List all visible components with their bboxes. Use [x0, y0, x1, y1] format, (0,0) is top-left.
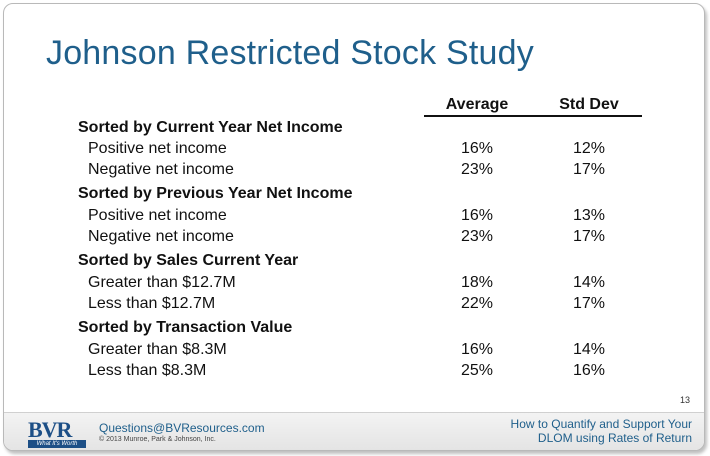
footer-title-line-1: How to Quantify and Support Your [510, 417, 692, 431]
logo-letters: BVR [28, 417, 72, 442]
std-dev-cell: 14% [572, 341, 606, 358]
footer-presentation-title: How to Quantify and Support Your DLOM us… [511, 417, 692, 445]
average-cell: 16% [460, 341, 494, 358]
footer-title-line-2: DLOM using Rates of Return [537, 431, 692, 445]
row-label: Negative net income [88, 228, 234, 245]
average-cell: 25% [460, 362, 494, 379]
std-dev-cell: 16% [572, 362, 606, 379]
section-title: Sorted by Sales Current Year [78, 252, 299, 269]
column-header-std-dev: Std Dev [559, 96, 619, 113]
slide-title: Johnson Restricted Stock Study [46, 34, 534, 72]
std-dev-cell: 17% [572, 161, 606, 178]
logo-tagline: What It's Worth [28, 440, 86, 448]
std-dev-cell: 12% [572, 140, 606, 157]
row-label: Less than $12.7M [88, 295, 216, 312]
row-label: Positive net income [88, 207, 227, 224]
average-cell: 18% [460, 274, 494, 291]
page-number: 13 [679, 395, 690, 405]
average-cell: 23% [460, 161, 494, 178]
std-dev-cell: 17% [572, 228, 606, 245]
row-label: Negative net income [88, 161, 234, 178]
slide: Johnson Restricted Stock Study Average S… [3, 3, 705, 451]
header-underline [424, 115, 642, 117]
average-cell: 16% [460, 140, 494, 157]
std-dev-cell: 17% [572, 295, 606, 312]
std-dev-cell: 14% [572, 274, 606, 291]
section-title: Sorted by Previous Year Net Income [78, 185, 353, 202]
row-label: Greater than $8.3M [88, 341, 227, 358]
footer-bar: BVR What It's Worth Questions@BVResource… [4, 412, 704, 450]
average-cell: 16% [460, 207, 494, 224]
bvr-logo: BVR What It's Worth [28, 417, 90, 448]
footer-email-link[interactable]: Questions@BVResources.com [99, 421, 265, 435]
footer-copyright: © 2013 Munroe, Park & Johnson, Inc. [99, 436, 216, 443]
section-title: Sorted by Transaction Value [78, 319, 293, 336]
average-cell: 22% [460, 295, 494, 312]
std-dev-cell: 13% [572, 207, 606, 224]
row-label: Positive net income [88, 140, 227, 157]
section-title: Sorted by Current Year Net Income [78, 119, 343, 136]
row-label: Less than $8.3M [88, 362, 207, 379]
average-cell: 23% [460, 228, 494, 245]
column-header-average: Average [445, 96, 509, 113]
row-label: Greater than $12.7M [88, 274, 236, 291]
